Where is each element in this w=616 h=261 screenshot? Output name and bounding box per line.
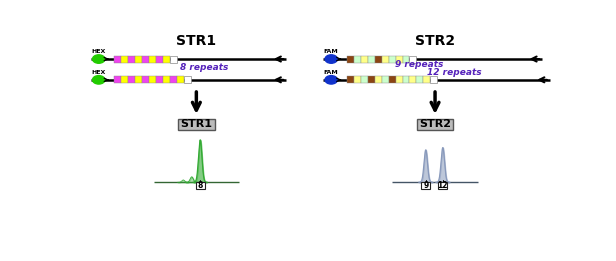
Text: FAM: FAM (324, 70, 339, 75)
Text: HEX: HEX (92, 49, 106, 54)
Text: 12: 12 (437, 181, 448, 190)
Ellipse shape (325, 76, 338, 84)
Text: 12 repeats: 12 repeats (427, 68, 482, 77)
Text: 8 repeats: 8 repeats (180, 63, 229, 72)
Bar (163, 56, 170, 62)
Ellipse shape (325, 55, 338, 63)
Ellipse shape (92, 55, 105, 63)
Bar (163, 76, 170, 83)
Bar (114, 76, 121, 83)
Bar (368, 56, 375, 62)
Bar (431, 76, 437, 83)
Bar (195, 182, 205, 189)
Text: HEX: HEX (92, 70, 106, 75)
Bar (410, 76, 416, 83)
Bar (423, 76, 431, 83)
Bar (156, 56, 163, 62)
Bar (142, 76, 149, 83)
Text: 9 repeats: 9 repeats (395, 60, 444, 69)
Bar (149, 56, 156, 62)
Bar (395, 56, 402, 62)
Bar (170, 76, 177, 83)
Bar (184, 76, 191, 83)
Bar (347, 76, 354, 83)
Bar (389, 56, 395, 62)
Bar (438, 182, 447, 189)
Bar (410, 56, 416, 62)
Text: STR2: STR2 (419, 120, 451, 129)
Bar (375, 56, 381, 62)
FancyBboxPatch shape (417, 119, 453, 130)
Bar (389, 76, 395, 83)
Bar (395, 76, 402, 83)
Bar (402, 76, 410, 83)
Bar (149, 76, 156, 83)
Text: STR2: STR2 (415, 34, 455, 48)
Bar (142, 56, 149, 62)
Ellipse shape (92, 76, 105, 84)
Bar (121, 76, 128, 83)
Bar (128, 56, 135, 62)
Text: 8: 8 (198, 181, 203, 190)
Bar (128, 76, 135, 83)
Text: 9: 9 (423, 181, 428, 190)
Bar (381, 76, 389, 83)
Bar (354, 56, 360, 62)
Bar (170, 56, 177, 62)
Text: FAM: FAM (324, 49, 339, 54)
Bar (421, 182, 431, 189)
Bar (156, 76, 163, 83)
Bar (360, 56, 368, 62)
Bar (114, 56, 121, 62)
Bar (354, 76, 360, 83)
Bar (416, 76, 423, 83)
Bar (368, 76, 375, 83)
Bar (347, 56, 354, 62)
Text: STR1: STR1 (180, 120, 213, 129)
FancyBboxPatch shape (178, 119, 214, 130)
Bar (121, 56, 128, 62)
Bar (135, 56, 142, 62)
Bar (177, 76, 184, 83)
Bar (381, 56, 389, 62)
Bar (135, 76, 142, 83)
Bar (402, 56, 410, 62)
Text: STR1: STR1 (176, 34, 216, 48)
Bar (360, 76, 368, 83)
Bar (375, 76, 381, 83)
